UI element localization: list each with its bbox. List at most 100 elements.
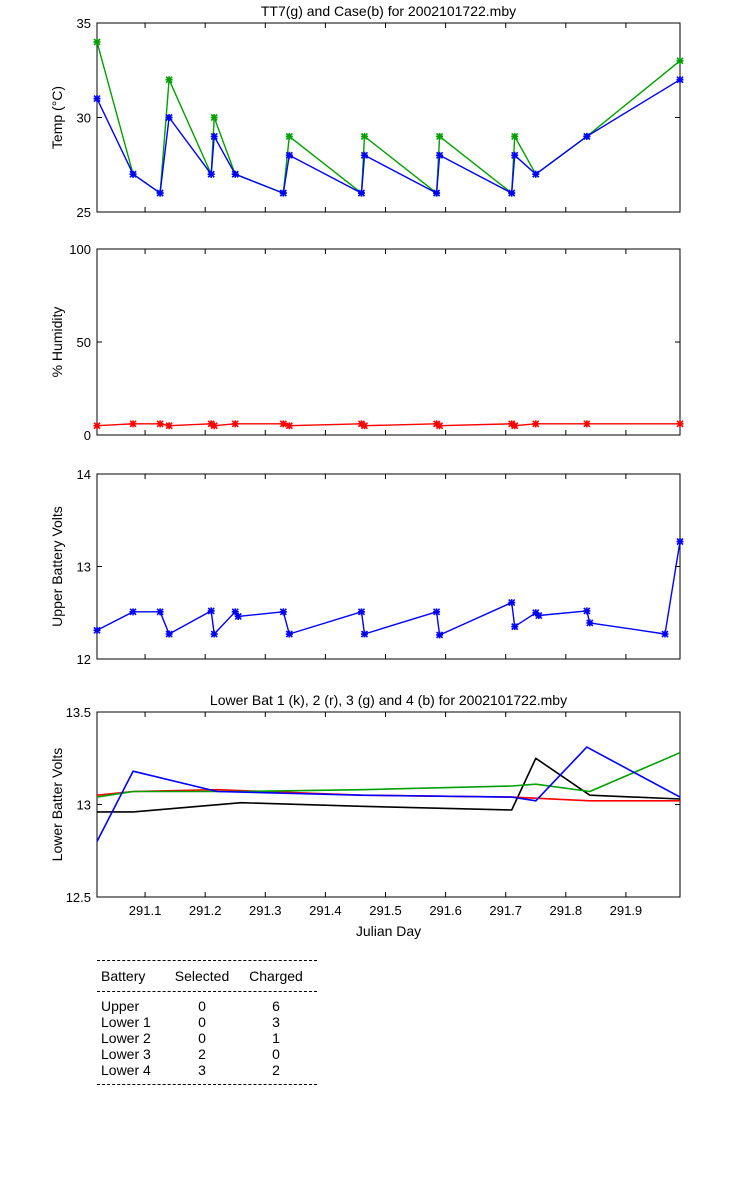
- data-point-marker: [676, 57, 684, 65]
- data-point-marker: [357, 189, 366, 197]
- data-point-marker: [532, 170, 540, 178]
- data-point-marker: [508, 420, 516, 428]
- data-point-marker: [165, 422, 173, 430]
- data-point-marker: [156, 608, 164, 616]
- data-point-marker: [433, 189, 441, 197]
- y-axis-label: % Humidity: [49, 307, 65, 378]
- data-point-marker: [360, 630, 369, 638]
- data-point-marker: [156, 420, 164, 428]
- data-point-marker: [93, 422, 101, 430]
- data-point-marker: [210, 113, 218, 122]
- plot-frame: [96, 473, 681, 660]
- selected-value: 2: [198, 1046, 206, 1062]
- chart-panel-2: [93, 248, 684, 436]
- y-tick-label: 50: [77, 335, 91, 350]
- data-point-marker: [508, 189, 516, 197]
- data-point-marker: [357, 608, 366, 616]
- table-header-row: Battery Selected Charged: [97, 961, 317, 991]
- data-point-marker: [165, 113, 173, 122]
- data-point-marker: [676, 420, 684, 428]
- data-point-marker: [165, 630, 173, 638]
- battery-name: Upper: [101, 998, 140, 1014]
- data-point-marker: [360, 151, 369, 159]
- charged-value: 6: [272, 998, 280, 1014]
- data-point-marker: [231, 420, 239, 428]
- x-tick-label: 291.4: [309, 903, 342, 918]
- y-tick-label: 0: [84, 428, 91, 443]
- data-point-marker: [676, 76, 684, 84]
- table-rule-top: [97, 960, 317, 961]
- charged-value: 3: [272, 1014, 280, 1030]
- data-point-marker: [93, 95, 101, 103]
- data-point-marker: [129, 420, 137, 428]
- data-point-marker: [279, 420, 287, 428]
- series-line-lower-bat-1: [97, 757, 681, 813]
- table-row: Lower 4 3 2: [97, 1062, 317, 1078]
- data-point-marker: [279, 608, 287, 616]
- x-tick-label: 291.5: [369, 903, 402, 918]
- y-tick-label: 14: [77, 467, 91, 482]
- data-point-marker: [535, 611, 543, 620]
- data-point-marker: [511, 151, 519, 159]
- data-point-marker: [583, 132, 591, 140]
- data-point-marker: [207, 607, 215, 615]
- battery-table: Battery Selected Charged Upper 0 6 Lower…: [97, 960, 317, 1085]
- battery-name: Lower 4: [101, 1062, 151, 1078]
- table-row: Lower 1 0 3: [97, 1014, 317, 1030]
- y-axis-label: Upper Battery Volts: [49, 506, 65, 627]
- plot-frame: [96, 248, 681, 436]
- header-charged: Charged: [249, 968, 303, 984]
- data-point-marker: [360, 422, 369, 430]
- y-axis-label: Temp (°C): [49, 86, 65, 149]
- x-tick-label: 291.2: [189, 903, 222, 918]
- table-rule-mid: [97, 991, 317, 992]
- battery-name: Lower 3: [101, 1046, 151, 1062]
- charged-value: 1: [272, 1030, 280, 1046]
- table-row: Lower 2 0 1: [97, 1030, 317, 1046]
- battery-name: Lower 2: [101, 1030, 151, 1046]
- data-point-marker: [436, 151, 444, 159]
- plot-frame: [96, 711, 681, 898]
- selected-value: 0: [198, 1014, 206, 1030]
- data-point-marker: [508, 599, 516, 607]
- y-tick-label: 13: [77, 560, 91, 575]
- y-tick-label: 13.5: [66, 705, 91, 720]
- battery-name: Lower 1: [101, 1014, 151, 1030]
- data-point-marker: [279, 189, 287, 197]
- data-point-marker: [231, 608, 239, 616]
- x-tick-label: 291.6: [429, 903, 462, 918]
- series-line-case: [96, 79, 681, 194]
- series-line-lower-bat-4: [96, 746, 681, 842]
- data-point-marker: [676, 537, 684, 546]
- plot-frame: [96, 22, 681, 213]
- y-tick-label: 13: [77, 798, 91, 813]
- selected-value: 3: [198, 1062, 206, 1078]
- data-point-marker: [511, 422, 519, 430]
- x-tick-label: 291.7: [489, 903, 522, 918]
- data-point-marker: [231, 170, 239, 178]
- selected-value: 0: [198, 1030, 206, 1046]
- data-point-marker: [436, 631, 444, 639]
- chart-title: TT7(g) and Case(b) for 2002101722.mby: [261, 3, 516, 19]
- data-point-marker: [433, 420, 441, 428]
- data-point-marker: [207, 420, 215, 428]
- table-row: Upper 0 6: [97, 998, 317, 1014]
- data-point-marker: [93, 626, 101, 634]
- chart-panel-3: [93, 473, 684, 660]
- data-point-marker: [210, 630, 218, 638]
- header-selected: Selected: [174, 968, 230, 984]
- series-line-tt7: [96, 41, 681, 194]
- y-tick-label: 100: [69, 242, 91, 257]
- series-line-upper: [96, 541, 681, 636]
- data-point-marker: [360, 132, 369, 140]
- x-tick-label: 291.9: [610, 903, 643, 918]
- data-point-marker: [156, 189, 164, 197]
- data-point-marker: [234, 612, 242, 621]
- data-point-marker: [93, 38, 101, 46]
- y-tick-label: 35: [77, 16, 91, 31]
- y-tick-label: 12: [77, 652, 91, 667]
- data-point-marker: [511, 132, 519, 140]
- data-point-marker: [661, 630, 669, 638]
- series-line-lower-bat-3: [96, 751, 681, 798]
